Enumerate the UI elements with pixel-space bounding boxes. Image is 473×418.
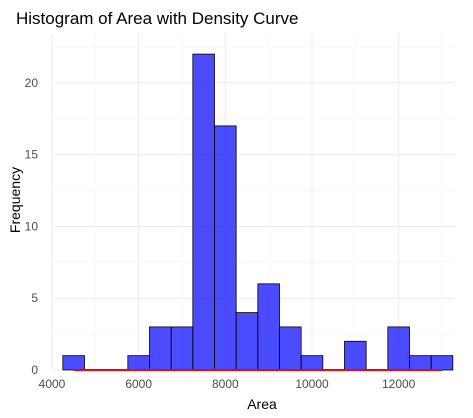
y-tick-label: 15 (25, 148, 39, 162)
y-axis-title: Frequency (7, 167, 23, 233)
histogram-bar (127, 355, 150, 371)
histogram-bar (387, 326, 410, 371)
x-tick-label: 10000 (295, 377, 329, 391)
x-tick-label: 8000 (212, 377, 239, 391)
x-axis-title: Area (247, 396, 277, 412)
x-tick-label: 6000 (125, 377, 152, 391)
y-tick-label: 20 (25, 76, 39, 90)
histogram-bars (62, 53, 454, 371)
histogram-bar (300, 355, 324, 371)
histogram-bar (430, 355, 454, 371)
y-axis-ticks: 0 5 10 15 20 (25, 76, 39, 377)
y-tick-label: 5 (31, 291, 38, 305)
histogram-bar (214, 125, 237, 371)
y-tick-label: 0 (31, 363, 38, 377)
histogram-bar (279, 326, 302, 371)
histogram-bar (62, 355, 85, 371)
histogram-bar (409, 355, 432, 371)
histogram-bar (170, 326, 194, 371)
histogram-bar (344, 340, 367, 371)
histogram-bar (149, 326, 172, 371)
x-axis-ticks: 4000 6000 8000 10000 12000 (39, 377, 416, 391)
histogram-bar (192, 53, 215, 371)
x-tick-label: 4000 (39, 377, 66, 391)
histogram-bar (257, 283, 280, 371)
chart-title: Histogram of Area with Density Curve (16, 9, 299, 28)
x-tick-label: 12000 (382, 377, 416, 391)
histogram-bar (235, 312, 259, 371)
y-tick-label: 10 (25, 219, 39, 233)
